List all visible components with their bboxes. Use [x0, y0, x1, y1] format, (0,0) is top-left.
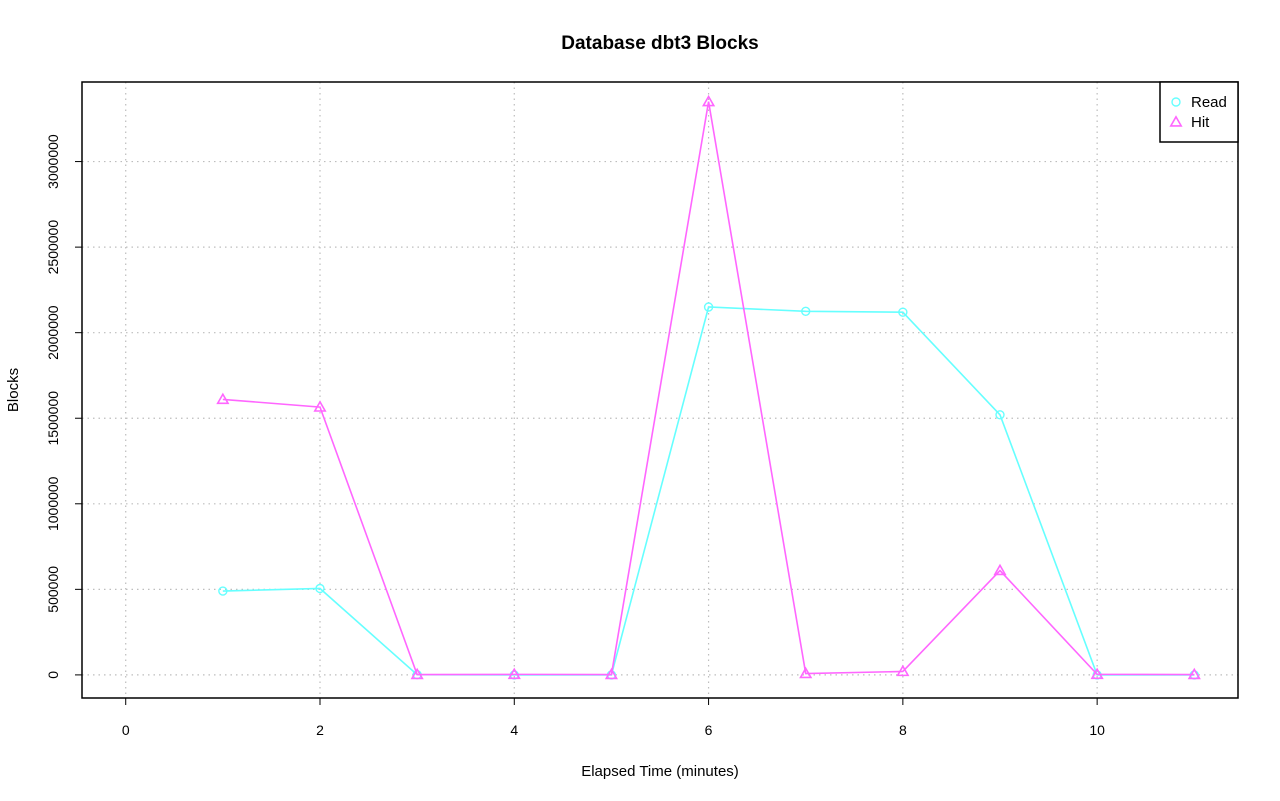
data-point-hit: [993, 563, 1007, 576]
data-point-hit: [507, 667, 521, 680]
legend-box: [1159, 81, 1239, 143]
y-axis-label: Blocks: [5, 368, 22, 412]
data-point-hit: [701, 94, 716, 107]
data-point-read: [315, 583, 325, 594]
y-tick-label: 500000: [45, 566, 61, 613]
chart-title: Database dbt3 Blocks: [561, 33, 758, 54]
data-point-hit: [604, 667, 619, 680]
series-line-read: [222, 306, 1195, 676]
data-point-read: [995, 410, 1005, 420]
legend-label-read: Read: [1191, 94, 1227, 111]
y-axis: 0 500000 1000000 1500000 2000000 2500000 30000…: [45, 134, 82, 679]
data-point-hit: [216, 392, 230, 405]
x-axis-label: Elapsed Time (minutes): [581, 763, 739, 780]
data-point-hit: [896, 664, 910, 677]
y-tick-label: 2500000: [45, 220, 61, 275]
y-tick-label: 1500000: [45, 391, 61, 446]
data-point-read: [801, 306, 811, 316]
series-line-hit: [222, 101, 1195, 676]
series-hit: [216, 94, 1201, 680]
x-tick-label: 6: [705, 722, 713, 738]
x-tick-label: 4: [510, 722, 518, 738]
legend-label-hit: Hit: [1191, 114, 1210, 131]
x-axis: 0 2 4 6 8 10: [122, 698, 1105, 738]
x-tick-label: 10: [1089, 722, 1105, 738]
y-tick-label: 3000000: [45, 134, 61, 189]
data-point-hit: [410, 667, 424, 680]
x-tick-label: 0: [122, 722, 130, 738]
y-tick-label: 2000000: [45, 305, 61, 360]
x-tick-label: 8: [899, 722, 907, 738]
data-point-read: [898, 307, 908, 317]
y-tick-label: 0: [45, 671, 61, 679]
data-point-hit: [1187, 667, 1201, 680]
data-point-read: [218, 586, 228, 596]
plot-frame: [81, 81, 1239, 699]
series-layer: [216, 94, 1201, 680]
data-point-hit: [1090, 667, 1104, 680]
y-tick-label: 1000000: [45, 476, 61, 531]
data-point-hit: [313, 400, 327, 412]
x-tick-label: 2: [316, 722, 324, 738]
legend: Read Hit: [1159, 81, 1239, 143]
legend-marker-hit: [1169, 115, 1183, 127]
data-point-read: [703, 302, 714, 312]
data-point-hit: [799, 666, 813, 679]
legend-marker-read: [1171, 97, 1181, 107]
